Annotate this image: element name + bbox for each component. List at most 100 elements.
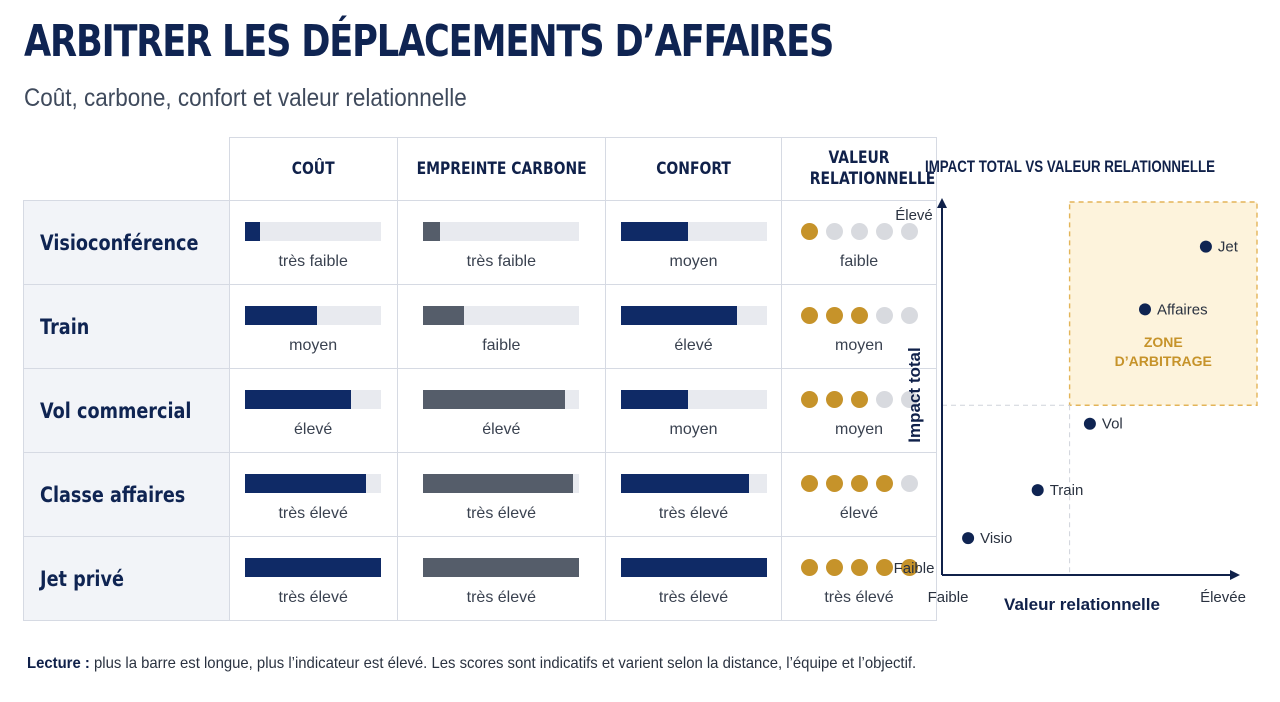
cout-level-label: très élevé xyxy=(278,505,348,522)
score-dot-filled xyxy=(800,391,818,408)
cell-confort: très élevé xyxy=(605,536,783,621)
footnote: Lecture : plus la barre est longue, plus… xyxy=(27,655,916,673)
score-dot-filled xyxy=(825,475,843,492)
cout-bar-track xyxy=(245,390,382,409)
table-corner xyxy=(23,137,230,201)
cell-confort: moyen xyxy=(605,368,783,453)
cell-cout: élevé xyxy=(228,368,398,453)
score-dot-filled xyxy=(850,391,868,408)
confort-bar-fill xyxy=(620,222,688,241)
table-row: Visioconférence très faible très faible moy… xyxy=(23,200,938,285)
cell-carbone: élevé xyxy=(396,368,607,453)
y-axis-min-label: Faible xyxy=(894,560,935,577)
table-row: Jet privé très élevé très élevé très élevé t… xyxy=(23,536,938,621)
score-dot-filled xyxy=(800,475,818,492)
cell-cout: très faible xyxy=(228,200,398,285)
carbone-bar-track xyxy=(423,474,580,493)
y-axis-title: Impact total xyxy=(905,347,924,442)
confort-level-label: moyen xyxy=(669,421,718,438)
carbone-bar-track xyxy=(423,390,580,409)
carbone-level-label: élevé xyxy=(482,421,521,438)
valeur-level-label: très élevé xyxy=(824,589,894,606)
cout-bar-track xyxy=(245,474,382,493)
data-point xyxy=(1083,417,1096,430)
cell-valeur: faible xyxy=(781,200,938,285)
score-dot-filled xyxy=(875,559,893,576)
score-dots xyxy=(782,222,936,241)
footnote-text: plus la barre est longue, plus l’indicat… xyxy=(89,655,917,672)
page-title: ARBITRER LES DÉPLACEMENTS D’AFFAIRES xyxy=(24,16,834,67)
data-point-label: Train xyxy=(1050,482,1084,499)
data-point xyxy=(962,532,975,545)
valeur-level-label: faible xyxy=(839,253,879,270)
score-dot-empty xyxy=(825,223,843,240)
cout-bar-fill xyxy=(245,306,318,325)
cell-carbone: très élevé xyxy=(396,536,607,621)
carbone-bar-fill xyxy=(423,558,580,577)
confort-bar-track xyxy=(620,390,767,409)
data-point-label: Vol xyxy=(1102,416,1123,433)
cout-bar-track xyxy=(245,558,382,577)
data-point-label: Affaires xyxy=(1157,301,1208,318)
cell-cout: très élevé xyxy=(228,536,398,621)
page-subtitle: Coût, carbone, confort et valeur relatio… xyxy=(24,84,467,112)
table-header-row: COÛT EMPREINTE CARBONE CONFORT VALEUR RE… xyxy=(23,137,938,201)
cell-carbone: très faible xyxy=(396,200,607,285)
cell-cout: moyen xyxy=(228,284,398,369)
score-dot-filled xyxy=(850,475,868,492)
confort-level-label: très élevé xyxy=(658,505,729,522)
table-row: Vol commercial élevé élevé moyen moyen xyxy=(23,368,938,453)
confort-bar-track xyxy=(620,558,767,577)
row-label: Classe affaires xyxy=(23,452,230,537)
score-dot-filled xyxy=(825,559,843,576)
table-row: Train moyen faible élevé moyen xyxy=(23,284,938,369)
score-dots xyxy=(782,390,936,409)
score-dot-empty xyxy=(875,391,893,408)
score-dot-empty xyxy=(900,223,918,240)
carbone-level-label: très élevé xyxy=(466,589,537,606)
score-dot-empty xyxy=(850,223,868,240)
zone-label-line-1: ZONE xyxy=(1144,334,1183,350)
score-dot-empty xyxy=(875,307,893,324)
carbone-bar-fill xyxy=(423,474,574,493)
confort-level-label: moyen xyxy=(669,253,718,270)
confort-bar-fill xyxy=(620,306,738,325)
carbone-level-label: très élevé xyxy=(466,505,537,522)
arbitrage-zone xyxy=(1068,201,1258,406)
y-axis-max-label: Élevé xyxy=(895,207,933,224)
confort-bar-track xyxy=(620,474,767,493)
cell-cout: très élevé xyxy=(228,452,398,537)
score-dot-empty xyxy=(900,475,918,492)
column-header-cout: COÛT xyxy=(228,137,398,201)
row-label: Train xyxy=(23,284,230,369)
row-label: Visioconférence xyxy=(23,200,230,285)
data-point-label: Jet xyxy=(1218,239,1239,256)
cout-level-label: très élevé xyxy=(278,589,348,606)
score-dot-filled xyxy=(850,559,868,576)
data-point xyxy=(1199,240,1212,253)
cout-bar-fill xyxy=(245,474,367,493)
data-point xyxy=(1139,303,1151,316)
score-dot-filled xyxy=(900,559,918,576)
carbone-bar-track xyxy=(423,558,580,577)
carbone-bar-fill xyxy=(423,390,566,409)
cout-bar-fill xyxy=(245,558,382,577)
carbone-level-label: faible xyxy=(482,337,521,354)
column-header-carbone: EMPREINTE CARBONE xyxy=(396,137,607,201)
x-axis-min-label: Faible xyxy=(928,589,969,606)
data-point-label: Visio xyxy=(980,530,1012,547)
confort-level-label: très élevé xyxy=(658,589,729,606)
carbone-bar-fill xyxy=(423,222,441,241)
cell-confort: très élevé xyxy=(605,452,783,537)
y-axis-arrow xyxy=(937,198,947,208)
cout-level-label: très faible xyxy=(278,253,348,270)
score-dot-filled xyxy=(825,307,843,324)
column-header-confort: CONFORT xyxy=(605,137,783,201)
score-dot-filled xyxy=(800,223,818,240)
cout-bar-fill xyxy=(245,390,352,409)
confort-bar-fill xyxy=(620,390,688,409)
column-header-valeur: VALEUR RELATIONNELLE xyxy=(781,137,938,201)
row-label: Vol commercial xyxy=(23,368,230,453)
confort-bar-fill xyxy=(620,474,749,493)
score-dot-filled xyxy=(800,559,818,576)
